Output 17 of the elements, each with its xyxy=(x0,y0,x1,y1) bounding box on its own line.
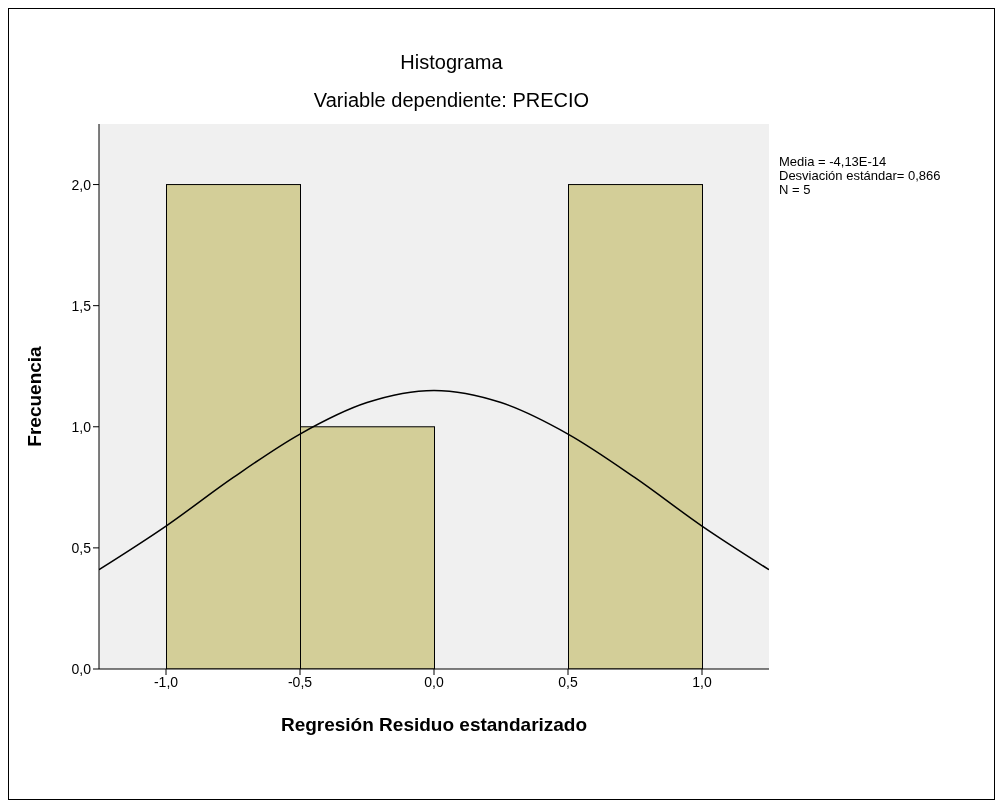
x-tick-label: 0,0 xyxy=(424,673,444,690)
y-tick-label: 2,0 xyxy=(71,176,92,193)
y-tick-label: 0,5 xyxy=(71,539,92,556)
chart-subtitle: Variable dependiente: PRECIO xyxy=(312,89,591,112)
x-tick-label: -0,5 xyxy=(287,673,313,690)
x-axis-title: Regresión Residuo estandarizado xyxy=(280,714,588,735)
y-axis-title: Frecuencia xyxy=(23,345,45,447)
text: Desviación estándar= 0,866 xyxy=(779,168,941,183)
y-tick-label: 1,5 xyxy=(71,297,92,314)
text: Media = -4,13E-14 xyxy=(779,154,888,169)
y-tick-label: 1,0 xyxy=(71,418,92,435)
x-tick-label: -1,0 xyxy=(153,673,179,690)
x-tick-label: 1,0 xyxy=(692,673,712,690)
chart-title: Histograma xyxy=(399,51,504,74)
y-tick-label: 0,0 xyxy=(71,660,92,677)
x-tick-label: 0,5 xyxy=(558,673,578,690)
text: N = 5 xyxy=(779,182,812,197)
